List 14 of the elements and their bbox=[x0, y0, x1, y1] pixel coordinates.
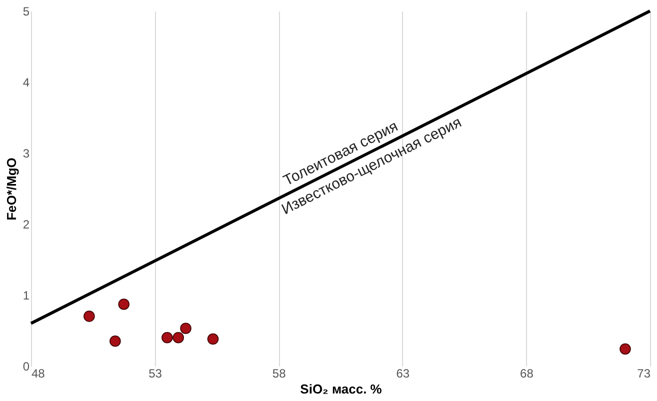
y-tick-label: 2 bbox=[22, 218, 30, 232]
y-tick-label: 4 bbox=[22, 76, 30, 90]
y-tick-label: 5 bbox=[22, 4, 30, 18]
x-axis-title: SiO₂ масс. % bbox=[300, 382, 382, 396]
x-tick-label: 48 bbox=[32, 366, 46, 380]
x-tick-label: 68 bbox=[520, 366, 534, 380]
y-tick-label: 3 bbox=[22, 146, 30, 160]
x-tick-label: 58 bbox=[272, 366, 286, 380]
y-axis-title: FeO*/MgO bbox=[4, 158, 19, 220]
x-tick-label: 73 bbox=[637, 366, 651, 380]
x-tick-label: 63 bbox=[396, 366, 410, 380]
y-tick-label: 0 bbox=[22, 360, 30, 374]
y-tick-label: 1 bbox=[22, 288, 30, 302]
x-tick-label: 53 bbox=[148, 366, 162, 380]
